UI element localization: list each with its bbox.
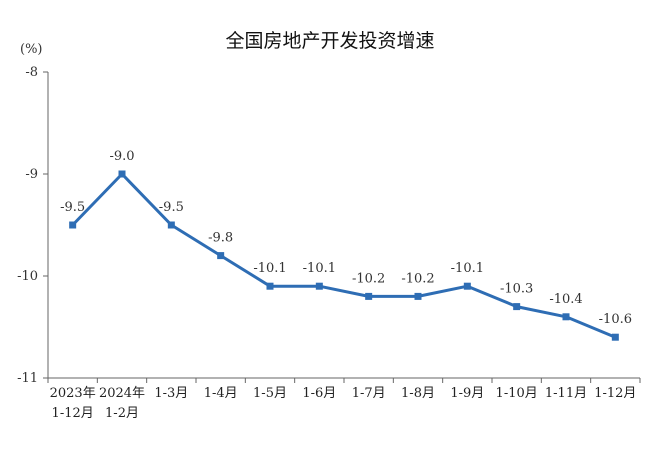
data-labels: -9.5 -9.0 -9.5 -9.8 -10.1 -10.1 -10.2 -10.2 -10.… — [60, 149, 632, 327]
x-axis-labels: 2023年 1-12月 2024年 1-2月 1-3月 1-4月 1-5月 1-6月 1-7月 1… — [50, 386, 637, 421]
x-tick-label: 1-6月 — [302, 386, 336, 401]
x-tick-label: 1-11月 — [545, 386, 587, 401]
data-point-marker — [414, 292, 422, 300]
data-label: -10.1 — [253, 261, 286, 276]
data-point-marker — [69, 221, 77, 229]
data-label: -10.2 — [401, 271, 434, 286]
x-tick-label: 1-9月 — [450, 386, 484, 401]
x-tick-label: 1-5月 — [253, 386, 287, 401]
data-label: -10.1 — [303, 261, 336, 276]
data-label: -9.5 — [159, 200, 184, 215]
data-point-marker — [611, 333, 619, 341]
data-label: -10.3 — [500, 282, 533, 297]
x-tick-label: 1-2月 — [105, 406, 139, 421]
x-tick-label: 1-7月 — [352, 386, 386, 401]
axes — [47, 72, 641, 383]
data-label: -10.6 — [599, 312, 632, 327]
x-tick-label: 1-12月 — [594, 386, 636, 401]
data-point-marker — [118, 170, 126, 178]
data-point-marker — [167, 221, 175, 229]
data-point-marker — [217, 252, 225, 260]
data-label: -9.0 — [109, 149, 134, 164]
y-tick-label: -10 — [17, 269, 38, 284]
y-axis-unit: (%) — [20, 42, 43, 57]
y-tick-label: -11 — [17, 371, 38, 386]
chart-title: 全国房地产开发投资增速 — [225, 30, 435, 52]
x-tick-label: 1-3月 — [154, 386, 188, 401]
y-tick-label: -9 — [25, 167, 38, 182]
x-tick-label: 1-10月 — [496, 386, 538, 401]
data-label: -10.1 — [451, 261, 484, 276]
series-line — [71, 172, 616, 339]
data-point-marker — [266, 282, 274, 290]
x-tick-label: 2024年 — [99, 386, 145, 401]
data-point-marker — [365, 292, 373, 300]
data-points — [69, 170, 619, 341]
x-tick-label: 2023年 — [50, 386, 96, 401]
data-label: -10.2 — [352, 271, 385, 286]
data-point-marker — [562, 313, 570, 321]
data-point-marker — [315, 282, 323, 290]
series-polyline — [71, 172, 616, 339]
y-tick-label: -8 — [25, 65, 38, 80]
x-tick-label: 1-8月 — [401, 386, 435, 401]
y-axis-ticks: -8 -9 -10 -11 — [17, 65, 48, 386]
data-label: -9.5 — [60, 200, 85, 215]
data-point-marker — [513, 303, 521, 311]
data-label: -9.8 — [208, 231, 233, 246]
x-tick-label: 1-12月 — [52, 406, 94, 421]
data-label: -10.4 — [549, 292, 582, 307]
data-point-marker — [463, 282, 471, 290]
x-tick-label: 1-4月 — [204, 386, 238, 401]
